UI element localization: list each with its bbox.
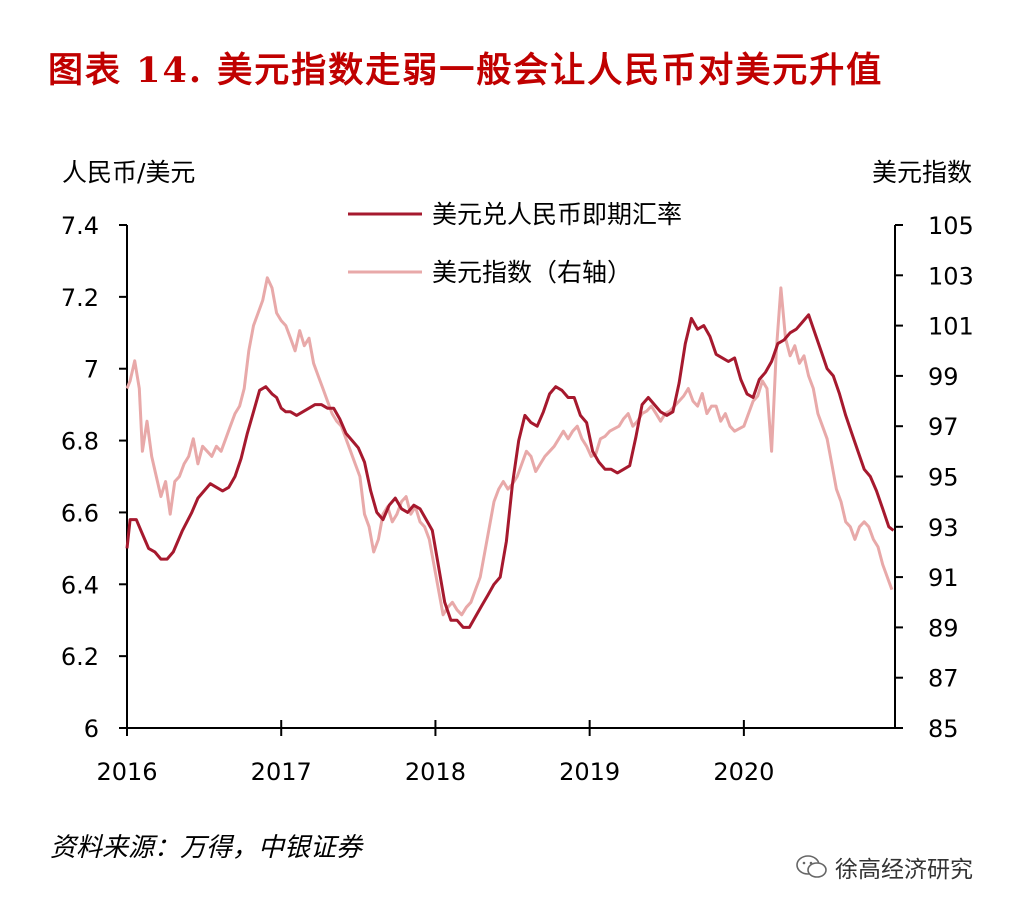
right-tick-label: 105 [928,212,974,240]
left-tick-label: 6 [84,715,99,743]
right-tick-label: 95 [928,464,959,492]
cny-series-line [125,313,895,629]
left-tick-label: 7 [84,356,99,384]
right-tick-label: 103 [928,262,974,290]
legend-label-cny: 美元兑人民币即期汇率 [432,200,682,229]
right-axis-title: 美元指数 [872,158,972,187]
x-tick-label: 2018 [405,758,466,786]
right-tick-label: 91 [928,564,959,592]
brand-name: 徐高经济研究 [835,857,973,883]
dxy-series-line [125,276,894,617]
chart-lines [125,276,895,629]
right-tick-label: 85 [928,715,959,743]
right-tick-label: 101 [928,313,974,341]
x-tick-label: 2019 [559,758,620,786]
legend-label-dxy: 美元指数（右轴） [432,258,632,287]
brand-watermark: 徐高经济研究 [795,850,973,884]
right-tick-label: 89 [928,614,959,642]
left-tick-label: 6.4 [61,571,99,599]
left-tick-label: 7.2 [61,284,99,312]
right-tick-label: 97 [928,413,959,441]
chart-title: 图表 14. 美元指数走弱一般会让人民币对美元升值 [48,50,884,91]
left-tick-label: 6.6 [61,499,99,527]
left-tick-label: 7.4 [61,212,99,240]
x-tick-label: 2020 [713,758,774,786]
left-tick-label: 6.2 [61,643,99,671]
left-tick-label: 6.8 [61,428,99,456]
left-axis-title: 人民币/美元 [62,158,195,187]
x-tick-label: 2017 [251,758,312,786]
chart-ticks: 7.4 7.2 7 6.8 6.6 6.4 6.2 6 105 103 101 99 97 95 93 91 8… [61,212,974,786]
right-tick-label: 99 [928,363,959,391]
x-tick-label: 2016 [96,758,157,786]
right-tick-label: 87 [928,665,959,693]
source-note: 资料来源：万得，中银证券 [50,833,363,863]
right-tick-label: 93 [928,514,959,542]
wechat-icon [796,855,827,878]
